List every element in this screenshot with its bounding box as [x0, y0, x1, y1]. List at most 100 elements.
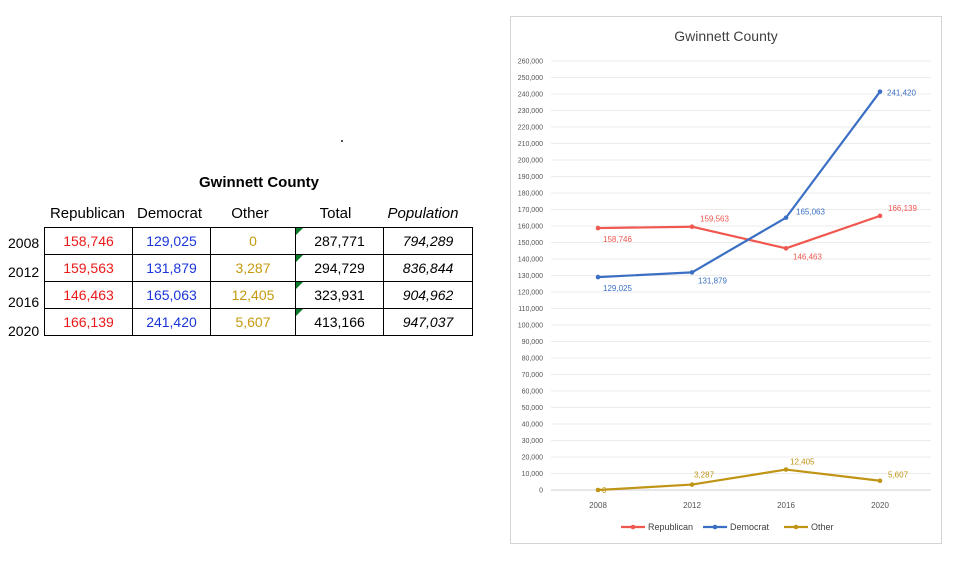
data-point: [877, 478, 883, 484]
results-table: 158,746 129,025 0 287,771 794,289 159,56…: [44, 227, 473, 336]
data-point: [877, 89, 883, 94]
y-tick-label: 160,000: [518, 224, 543, 231]
header-republican: Republican: [49, 205, 126, 222]
cell-total: 413,166: [295, 308, 384, 336]
header-democrat: Democrat: [136, 205, 203, 222]
table-title: Gwinnett County: [199, 174, 319, 191]
series-line-democrat: [597, 90, 881, 279]
cell-other: 0: [210, 227, 296, 255]
y-tick-label: 90,000: [522, 339, 544, 346]
data-label: 5,607: [888, 471, 909, 480]
cell-republican: 146,463: [44, 281, 133, 309]
y-tick-label: 120,000: [518, 290, 543, 297]
cell-population: 794,289: [383, 227, 473, 255]
legend-label: Democrat: [730, 522, 770, 532]
y-tick-label: 20,000: [522, 455, 544, 462]
x-tick-label: 2008: [589, 501, 607, 510]
row-year: 2008: [8, 235, 40, 251]
header-total: Total: [319, 205, 352, 222]
legend-marker: [793, 524, 799, 530]
data-label: 0: [602, 486, 607, 495]
y-tick-label: 170,000: [518, 207, 543, 214]
y-tick-label: 180,000: [518, 191, 543, 198]
data-point: [783, 246, 789, 251]
data-point: [877, 213, 883, 219]
series-line-republican: [597, 214, 881, 250]
y-tick-label: 240,000: [518, 92, 543, 99]
data-label: 3,287: [694, 471, 715, 480]
cell-republican: 166,139: [44, 308, 133, 336]
y-tick-label: 200,000: [518, 158, 543, 165]
row-year: 2016: [8, 294, 40, 310]
data-point: [689, 482, 695, 487]
y-tick-label: 80,000: [522, 356, 544, 363]
y-tick-label: 10,000: [522, 471, 544, 478]
y-tick-label: 150,000: [518, 240, 543, 247]
y-tick-label: 250,000: [518, 75, 543, 82]
data-label: 165,063: [796, 208, 825, 217]
cell-democrat: 241,420: [132, 308, 211, 336]
stray-dot: [341, 140, 343, 142]
data-label: 159,563: [700, 215, 729, 224]
x-axis-ticks: 2008 2012 2016 2020: [589, 501, 889, 510]
cell-other: 12,405: [210, 281, 296, 309]
data-point: [783, 215, 789, 220]
data-point: [689, 224, 695, 230]
cell-population: 836,844: [383, 254, 473, 282]
data-label: 166,139: [888, 204, 917, 213]
cell-democrat: 165,063: [132, 281, 211, 309]
y-tick-label: 70,000: [522, 372, 544, 379]
x-tick-label: 2020: [871, 501, 889, 510]
series-layer: 158,746 159,563 146,463 166,139 129,025 131,8…: [595, 89, 917, 495]
y-tick-label: 100,000: [518, 323, 543, 330]
table-row: 166,139 241,420 5,607 413,166 947,037: [44, 308, 473, 336]
table-row: 159,563 131,879 3,287 294,729 836,844: [44, 254, 473, 282]
x-tick-label: 2016: [777, 501, 795, 510]
data-point: [689, 270, 695, 275]
cell-population: 947,037: [383, 308, 473, 336]
y-tick-label: 60,000: [522, 389, 544, 396]
y-tick-label: 220,000: [518, 125, 543, 132]
header-other: Other: [231, 205, 269, 222]
cell-democrat: 129,025: [132, 227, 211, 255]
y-tick-label: 210,000: [518, 141, 543, 148]
cell-democrat: 131,879: [132, 254, 211, 282]
series-line-other: [597, 468, 881, 492]
grid-layer: [551, 60, 931, 491]
cell-total: 323,931: [295, 281, 384, 309]
data-point: [595, 487, 601, 493]
row-year: 2020: [8, 323, 40, 339]
chart-panel: Gwinnett County 0 10,000 20,000 30,000 40,00…: [510, 16, 942, 544]
line-chart: Gwinnett County 0 10,000 20,000 30,000 40,00…: [518, 28, 931, 532]
legend-marker: [630, 524, 636, 530]
row-year: 2012: [8, 264, 40, 280]
cell-total: 287,771: [295, 227, 384, 255]
y-tick-label: 140,000: [518, 257, 543, 264]
y-tick-label: 40,000: [522, 422, 544, 429]
y-tick-label: 230,000: [518, 108, 543, 115]
y-tick-label: 130,000: [518, 273, 543, 280]
data-label: 241,420: [887, 89, 916, 98]
cell-other: 3,287: [210, 254, 296, 282]
data-point: [595, 225, 601, 231]
y-tick-label: 30,000: [522, 438, 544, 445]
chart-title: Gwinnett County: [674, 28, 778, 44]
x-tick-label: 2012: [683, 501, 701, 510]
cell-republican: 158,746: [44, 227, 133, 255]
y-axis-ticks: 0 10,000 20,000 30,000 40,000 50,000 60,000 70,…: [518, 59, 543, 495]
data-point: [783, 467, 789, 472]
data-label: 131,879: [698, 276, 727, 285]
header-population: Population: [387, 205, 459, 222]
table-row: 146,463 165,063 12,405 323,931 904,962: [44, 281, 473, 309]
data-label: 146,463: [793, 252, 822, 261]
y-tick-label: 190,000: [518, 174, 543, 181]
legend-label: Other: [811, 522, 834, 532]
cell-population: 904,962: [383, 281, 473, 309]
legend-marker: [712, 524, 718, 530]
y-tick-label: 0: [539, 488, 543, 495]
table-row: 158,746 129,025 0 287,771 794,289: [44, 227, 473, 255]
y-tick-label: 110,000: [518, 306, 543, 313]
cell-other: 5,607: [210, 308, 296, 336]
y-tick-label: 260,000: [518, 59, 543, 66]
data-point: [595, 274, 601, 280]
